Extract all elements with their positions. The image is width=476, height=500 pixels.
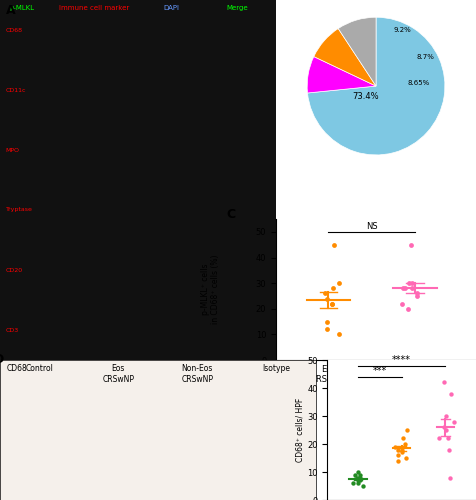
Text: CD68: CD68: [6, 364, 27, 373]
Text: A: A: [6, 4, 15, 16]
Text: Non-Eos
CRSwNP: Non-Eos CRSwNP: [181, 364, 213, 384]
Point: [336, 330, 343, 338]
Point: [442, 426, 449, 434]
Point: [328, 300, 336, 308]
Point: [330, 240, 337, 248]
Text: 8.7%: 8.7%: [416, 54, 435, 60]
Point: [357, 476, 364, 484]
Point: [394, 451, 402, 459]
Text: NS: NS: [366, 222, 377, 230]
Point: [355, 479, 362, 487]
Point: [446, 474, 454, 482]
Point: [413, 290, 421, 298]
Point: [403, 426, 411, 434]
Text: ***: ***: [373, 366, 387, 376]
Point: [407, 240, 415, 248]
Wedge shape: [307, 56, 376, 93]
Wedge shape: [307, 17, 445, 155]
Point: [408, 284, 416, 292]
Text: Merge: Merge: [227, 6, 248, 12]
Point: [399, 448, 407, 456]
Y-axis label: CD68⁺ cells/ HPF: CD68⁺ cells/ HPF: [295, 398, 304, 462]
Text: Control: Control: [26, 364, 53, 373]
Point: [399, 434, 407, 442]
Point: [359, 482, 367, 490]
Point: [395, 446, 402, 454]
Point: [321, 290, 329, 298]
Point: [446, 446, 453, 454]
Text: Tryptase: Tryptase: [6, 208, 32, 212]
Wedge shape: [314, 28, 376, 86]
Text: ****: ****: [392, 355, 411, 365]
Text: 8.65%: 8.65%: [407, 80, 430, 86]
Wedge shape: [338, 17, 376, 86]
Point: [441, 423, 448, 431]
Point: [414, 292, 421, 300]
Point: [402, 284, 409, 292]
Point: [391, 443, 398, 451]
Point: [394, 457, 402, 465]
Text: p-MLKL: p-MLKL: [10, 6, 35, 12]
Point: [399, 284, 407, 292]
Point: [401, 440, 409, 448]
Point: [447, 390, 455, 398]
Point: [444, 434, 451, 442]
Point: [352, 471, 359, 479]
Text: CD68: CD68: [6, 28, 22, 32]
Point: [355, 474, 363, 482]
Point: [335, 279, 343, 287]
Point: [405, 279, 413, 287]
Text: MPO: MPO: [6, 148, 20, 152]
Point: [323, 318, 330, 326]
Point: [398, 300, 406, 308]
Text: CD11c: CD11c: [6, 88, 26, 92]
Point: [349, 479, 357, 487]
Point: [329, 284, 337, 292]
Point: [356, 471, 363, 479]
Point: [354, 468, 362, 476]
Y-axis label: p-MLKL⁺ cells
in CD68⁺ cells (%): p-MLKL⁺ cells in CD68⁺ cells (%): [201, 255, 220, 324]
Point: [441, 378, 448, 386]
Text: Eos
CRSwNP: Eos CRSwNP: [102, 364, 134, 384]
Text: CD20: CD20: [6, 268, 23, 272]
Point: [443, 412, 450, 420]
Point: [408, 279, 416, 287]
Point: [328, 300, 336, 308]
Point: [323, 326, 330, 334]
Text: C: C: [226, 208, 235, 221]
Text: Isotype: Isotype: [262, 364, 290, 373]
Text: DAPI: DAPI: [163, 6, 179, 12]
Point: [354, 476, 362, 484]
Text: 73.4%: 73.4%: [352, 92, 379, 101]
Text: D: D: [0, 353, 4, 366]
Text: Immune cell marker: Immune cell marker: [59, 6, 129, 12]
Point: [402, 454, 410, 462]
Point: [324, 294, 331, 302]
Point: [398, 446, 406, 454]
Text: CD3: CD3: [6, 328, 19, 332]
Point: [357, 474, 364, 482]
Point: [436, 434, 443, 442]
Point: [404, 305, 412, 313]
Point: [354, 474, 361, 482]
Point: [450, 418, 457, 426]
Text: 9.2%: 9.2%: [393, 26, 411, 32]
